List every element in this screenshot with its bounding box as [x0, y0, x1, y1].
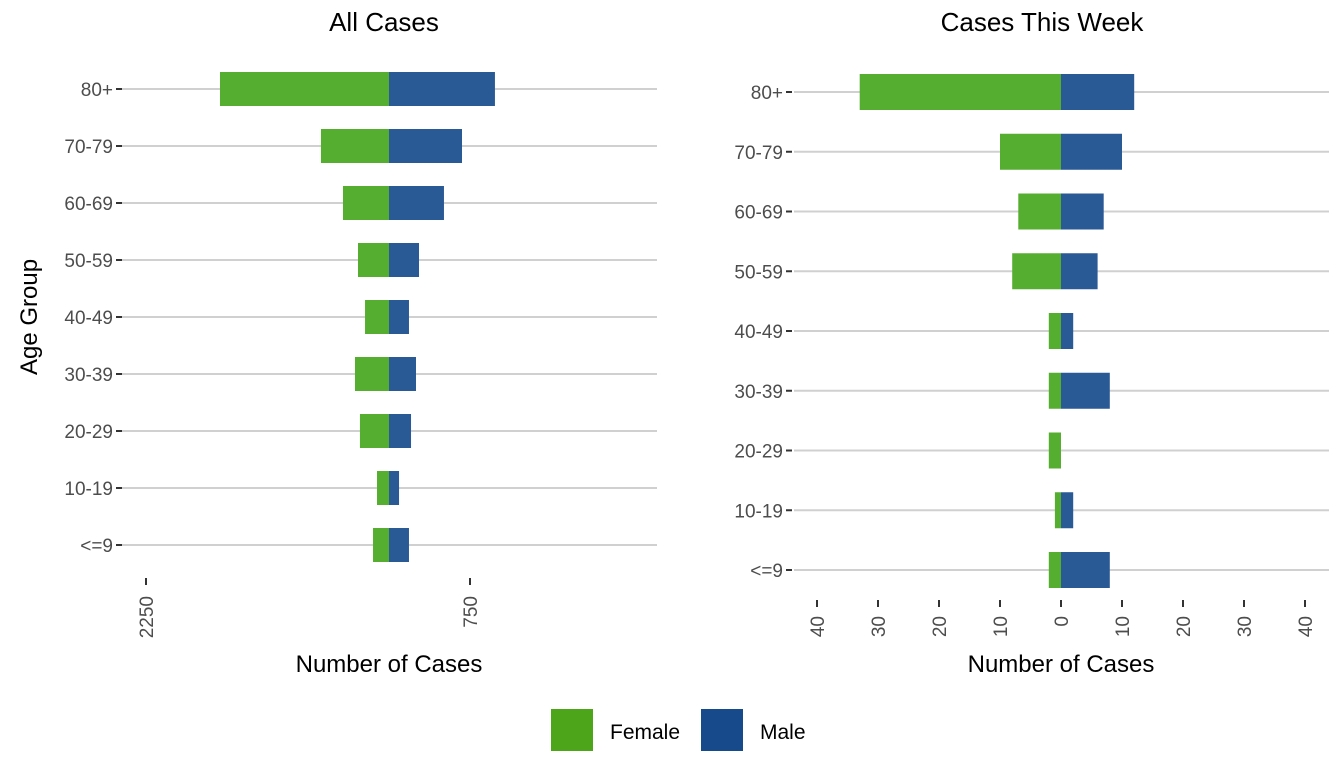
- bar-male: [1061, 492, 1074, 529]
- legend: Female Male: [551, 709, 806, 751]
- bar-female: [365, 300, 389, 334]
- y-tick-label: 50-59: [64, 251, 113, 272]
- x-tick-label: 30: [1235, 616, 1256, 637]
- legend-swatch-female: [551, 709, 593, 751]
- bar-male: [1061, 253, 1098, 290]
- x-tick-label: 20: [1174, 616, 1195, 637]
- bar-male: [389, 72, 495, 106]
- y-tick-label: 80+: [751, 83, 783, 104]
- bar-male: [389, 129, 463, 163]
- bar-female: [1048, 313, 1061, 349]
- x-tick-label: 20: [930, 616, 951, 637]
- y-tick-label: 40-49: [734, 322, 783, 343]
- bar-male: [1061, 193, 1104, 230]
- bar-male: [1061, 552, 1110, 588]
- panel-all-cases: All Cases 80+ 70-79 60-69 50-59 40-49 30-39 20-…: [16, 7, 657, 678]
- legend-label-male: Male: [760, 721, 806, 744]
- x-tick-label: 0: [1052, 616, 1073, 627]
- bar-male: [1061, 74, 1135, 110]
- bar-male: [389, 186, 444, 220]
- x-tick-label: 30: [869, 616, 890, 637]
- y-tick-label: 60-69: [64, 194, 113, 215]
- y-tick-label: 70-79: [64, 137, 113, 158]
- bar-male: [389, 357, 416, 391]
- y-tick-label: 20-29: [734, 442, 783, 463]
- x-tick-label: 10: [991, 616, 1012, 637]
- y-tick-label: <=9: [750, 561, 783, 582]
- x-axis-title: Number of Cases: [968, 651, 1155, 678]
- y-tick-label: 60-69: [734, 203, 783, 224]
- chart-title: All Cases: [329, 7, 439, 37]
- bar-male: [1061, 372, 1110, 409]
- bar-male: [389, 528, 409, 562]
- bar-male: [1061, 313, 1074, 349]
- x-tick-label: 10: [1113, 616, 1134, 637]
- bar-male: [389, 300, 409, 334]
- bar-female: [1018, 193, 1061, 230]
- bar-female: [354, 357, 389, 391]
- bar-female: [342, 186, 389, 220]
- legend-swatch-male: [701, 709, 743, 751]
- y-tick-label: 80+: [81, 80, 113, 101]
- bar-female: [219, 72, 389, 106]
- bar-female: [1054, 492, 1061, 529]
- y-tick-label: <=9: [80, 536, 113, 557]
- bar-male: [389, 414, 412, 448]
- bar-female: [358, 243, 389, 277]
- bar-male: [1061, 133, 1122, 170]
- y-axis-title: Age Group: [16, 259, 43, 375]
- bar-male: [389, 243, 420, 277]
- bar-female: [859, 74, 1061, 110]
- legend-label-female: Female: [610, 721, 680, 744]
- x-tick-label: 40: [1296, 616, 1317, 637]
- x-tick-label: 2250: [137, 596, 158, 638]
- bar-female: [377, 471, 389, 505]
- y-tick-label: 30-39: [734, 382, 783, 403]
- bar-male: [389, 471, 400, 505]
- x-tick-label: 750: [461, 596, 482, 628]
- x-tick-label: 40: [808, 616, 829, 637]
- bar-female: [359, 414, 389, 448]
- y-tick-label: 70-79: [734, 143, 783, 164]
- bar-female: [1000, 133, 1061, 170]
- chart-title: Cases This Week: [941, 7, 1145, 37]
- y-tick-label: 30-39: [64, 365, 113, 386]
- bar-female: [1012, 253, 1061, 290]
- bar-female: [1048, 552, 1061, 588]
- bar-female: [373, 528, 389, 562]
- y-tick-label: 20-29: [64, 422, 113, 443]
- panel-cases-this-week: Cases This Week 80+ 70-79 60-69 50-59 40-49 30…: [734, 7, 1329, 678]
- y-tick-label: 10-19: [734, 501, 783, 522]
- bar-female: [1048, 432, 1061, 469]
- bar-female: [320, 129, 389, 163]
- x-axis-title: Number of Cases: [296, 651, 483, 678]
- y-tick-label: 40-49: [64, 308, 113, 329]
- bar-female: [1048, 372, 1061, 409]
- y-tick-label: 50-59: [734, 262, 783, 283]
- y-tick-label: 10-19: [64, 479, 113, 500]
